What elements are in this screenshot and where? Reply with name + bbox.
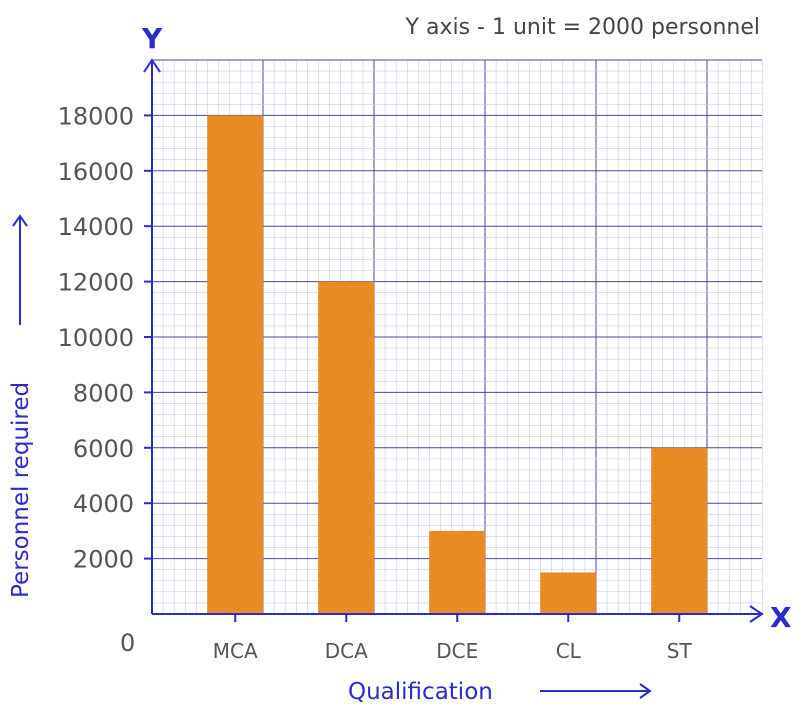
x-tick-label: DCA: [325, 639, 368, 663]
y-tick-label: 2000: [73, 546, 134, 574]
origin-label: 0: [120, 629, 135, 657]
bar-mca: [207, 115, 264, 615]
bar-dca: [318, 281, 375, 614]
x-axis-letter: X: [770, 601, 792, 634]
y-tick-label: 4000: [73, 490, 134, 518]
x-axis-title-arrow: [540, 683, 652, 699]
y-axis-letter: Y: [141, 22, 163, 55]
y-tick-label: 18000: [58, 102, 134, 130]
bar-cl: [540, 572, 597, 614]
x-tick-label: MCA: [213, 639, 258, 663]
x-tick-label: ST: [667, 639, 693, 663]
x-tick-label: DCE: [436, 639, 478, 663]
y-axis-title: Personnel required: [8, 382, 34, 598]
y-tick-labels: 2000 4000 6000 8000 10000 12000 14000 16000 1800…: [58, 102, 152, 574]
x-tick-labels: MCA DCA DCE CL ST: [213, 614, 693, 663]
x-axis-arrowhead: [749, 605, 764, 623]
x-tick-label: CL: [556, 639, 582, 663]
y-tick-label: 8000: [73, 379, 134, 407]
x-axis-title: Qualification: [348, 679, 493, 705]
bars: [207, 115, 708, 615]
scale-note: Y axis - 1 unit = 2000 personnel: [405, 15, 760, 40]
bar-st: [651, 447, 708, 614]
y-tick-label: 12000: [58, 269, 134, 297]
y-tick-label: 14000: [58, 213, 134, 241]
y-tick-label: 16000: [58, 158, 134, 186]
bar-dce: [429, 530, 486, 614]
y-axis-title-arrow: [12, 214, 28, 325]
y-tick-label: 10000: [58, 324, 134, 352]
y-tick-label: 6000: [73, 435, 134, 463]
y-axis-arrowhead: [143, 58, 161, 73]
